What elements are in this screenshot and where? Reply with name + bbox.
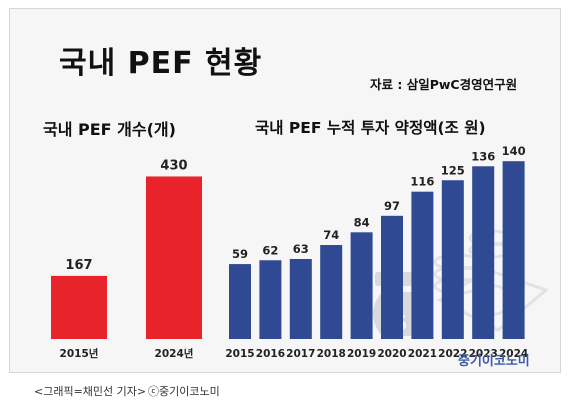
count-value-label: 167 bbox=[65, 258, 92, 273]
commitment-value-label: 125 bbox=[441, 163, 465, 177]
commitment-year-label: 2018 bbox=[317, 348, 346, 360]
commitment-year-label: 2016 bbox=[256, 348, 285, 360]
commitment-year-label: 2019 bbox=[347, 348, 376, 360]
commitment-year-label: 2017 bbox=[286, 348, 315, 360]
commitment-bar-2020 bbox=[381, 215, 403, 339]
commitment-year-label: 2022 bbox=[438, 348, 467, 360]
left-chart-title: 국내 PEF 개수(개) bbox=[43, 120, 176, 139]
count-value-label: 430 bbox=[160, 158, 187, 173]
count-year-label: 2015년 bbox=[60, 347, 99, 360]
commitment-year-label: 2020 bbox=[377, 348, 406, 360]
commitment-bar-2018 bbox=[320, 245, 343, 339]
brand-logo-text: 중기이코노미 bbox=[458, 354, 530, 369]
commitment-bar-2022 bbox=[441, 180, 464, 339]
commitment-value-label: 59 bbox=[232, 247, 248, 261]
commitment-value-label: 116 bbox=[410, 175, 434, 189]
count-bar-2024년 bbox=[146, 176, 202, 339]
commitment-bar-2016 bbox=[259, 260, 282, 339]
graphic-credit: <그래픽=채민선 기자> bbox=[34, 385, 147, 398]
commitment-value-label: 84 bbox=[354, 215, 370, 229]
source-note: 자료 : 삼일PwC경영연구원 bbox=[370, 77, 518, 92]
commitment-bar-2015 bbox=[229, 264, 251, 339]
count-year-label: 2024년 bbox=[155, 347, 194, 360]
commitment-bar-2019 bbox=[350, 232, 373, 339]
commitment-year-label: 2024 bbox=[499, 348, 528, 360]
right-chart-title: 국내 PEF 누적 투자 약정액(조 원) bbox=[255, 119, 486, 137]
commitment-value-label: 136 bbox=[471, 149, 495, 163]
commitment-bar-2023 bbox=[472, 166, 495, 339]
commitment-value-label: 97 bbox=[384, 199, 400, 213]
commitment-bar-2021 bbox=[411, 191, 434, 339]
commitment-value-label: 63 bbox=[293, 242, 309, 256]
commitment-year-label: 2021 bbox=[408, 348, 437, 360]
commitment-year-label: 2015 bbox=[225, 348, 254, 360]
page-title: 국내 PEF 현황 bbox=[59, 46, 263, 81]
count-bar-2015년 bbox=[51, 275, 107, 339]
commitment-value-label: 74 bbox=[323, 228, 339, 242]
commitment-value-label: 62 bbox=[262, 243, 278, 257]
copyright-note: ⓒ중기이코노미 bbox=[148, 385, 220, 398]
commitment-bar-2024 bbox=[502, 161, 525, 339]
commitment-value-label: 140 bbox=[502, 144, 526, 158]
commitment-year-label: 2023 bbox=[469, 348, 498, 360]
commitment-bar-2017 bbox=[289, 258, 312, 339]
